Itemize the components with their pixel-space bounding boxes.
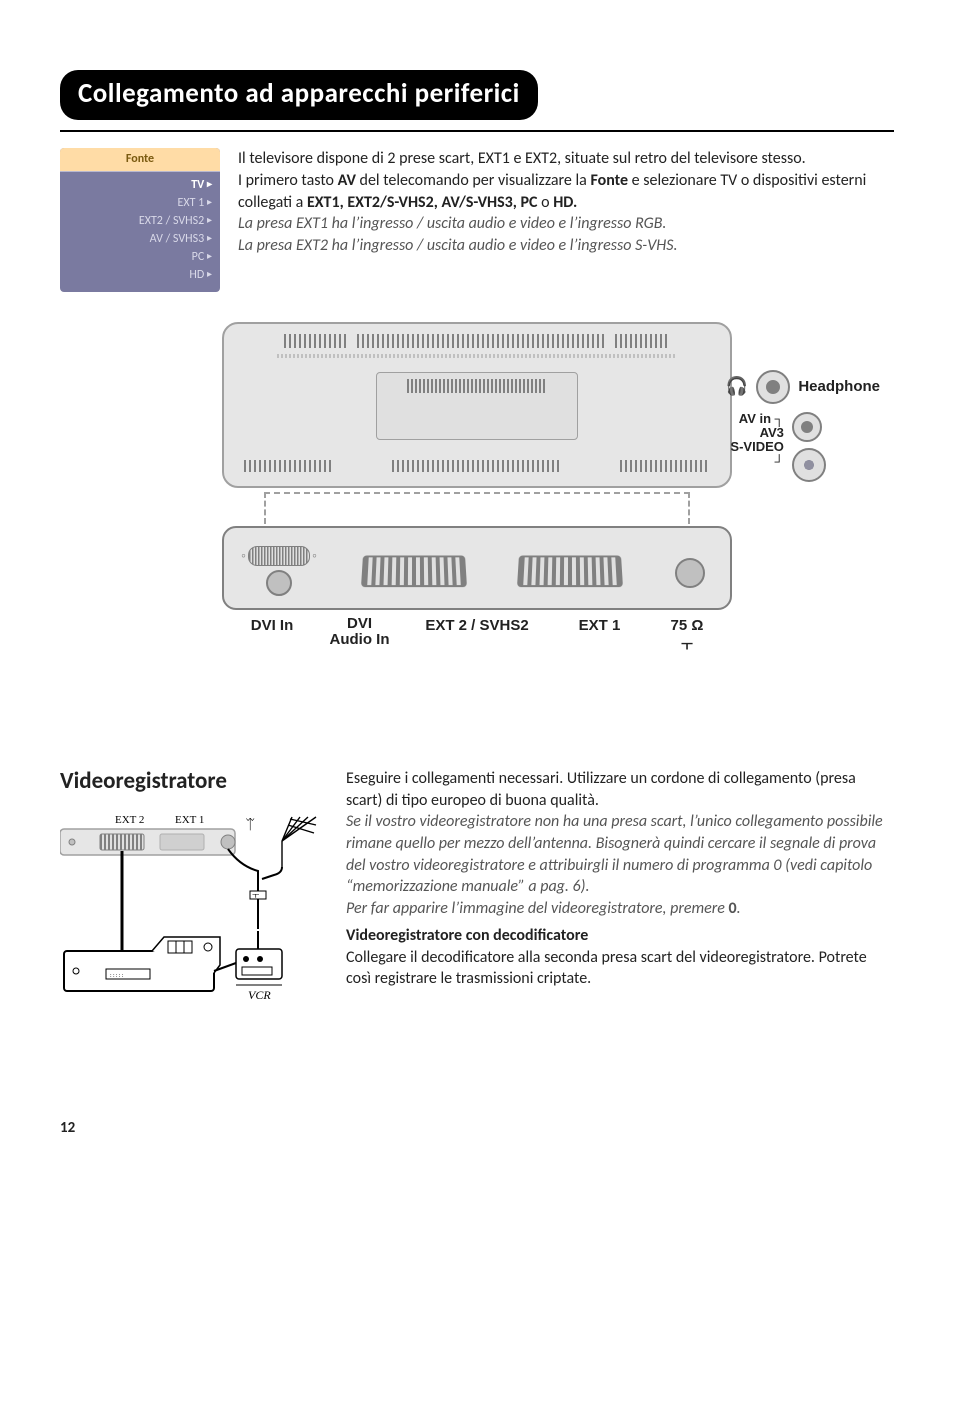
- av-in-jack[interactable]: [792, 412, 822, 442]
- source-item-hd[interactable]: HD ▸: [68, 266, 212, 284]
- vcr-diagram: EXT 2 EXT 1 ᛠ: [60, 811, 320, 1048]
- scart-ext1[interactable]: [517, 555, 623, 587]
- intro-italic-2: La presa EXT2 ha l’ingresso / uscita aud…: [238, 235, 894, 257]
- svg-ext2-label: EXT 2: [115, 814, 144, 826]
- antenna-label: 75 Ωㅜ: [662, 616, 712, 657]
- vcr-body-1: Eseguire i collegamenti necessari. Utili…: [346, 768, 894, 811]
- vcr-italic-2: Per far apparire l’immagine del videoreg…: [346, 898, 894, 920]
- vcr-body-2: Collegare il decodificatore alla seconda…: [346, 947, 894, 990]
- svg-ext1-label: EXT 1: [175, 814, 204, 826]
- page-title: Collegamento ad apparecchi periferici: [60, 70, 538, 120]
- intro-text: Il televisore dispone di 2 prese scart, …: [238, 148, 894, 256]
- dvi-audio-jack[interactable]: [266, 570, 292, 596]
- intro-italic-1: La presa EXT1 ha l’ingresso / uscita aud…: [238, 213, 894, 235]
- svideo-label: S-VIDEO ┘: [726, 440, 784, 469]
- source-item-ext2[interactable]: EXT2 / SVHS2 ▸: [68, 212, 212, 230]
- intro-p2: I primero tasto AV del telecomando per v…: [238, 170, 894, 213]
- headphone-icon: 🎧: [726, 374, 748, 398]
- source-item-av[interactable]: AV / SVHS3 ▸: [68, 230, 212, 248]
- philips-panel: [376, 372, 578, 440]
- connection-panel: [222, 526, 732, 610]
- vcr-subheading: Videoregistratore con decodificatore: [346, 925, 894, 947]
- dvi-in-label: DVI In: [242, 616, 302, 657]
- headphone-label: Headphone: [798, 377, 880, 397]
- source-item-pc[interactable]: PC ▸: [68, 248, 212, 266]
- headphone-jack[interactable]: [756, 370, 790, 404]
- ext1-label: EXT 1: [560, 616, 640, 657]
- svg-vcr-label: VCR: [248, 988, 271, 1002]
- vcr-italic-1: Se il vostro videoregistratore non ha un…: [346, 811, 894, 897]
- page-number: 12: [60, 1118, 894, 1138]
- svg-text:: : : : :: : : : : :: [110, 971, 124, 979]
- svideo-jack[interactable]: [792, 448, 826, 482]
- svg-text:ᛠ: ᛠ: [246, 816, 255, 832]
- dvi-audio-connector[interactable]: [248, 546, 310, 566]
- scart-ext2[interactable]: [361, 555, 467, 587]
- intro-p1: Il televisore dispone di 2 prese scart, …: [238, 148, 894, 170]
- av3-label: AV3: [726, 426, 784, 440]
- source-item-tv[interactable]: TV ▸: [68, 176, 212, 194]
- tv-rear-diagram: 🎧 Headphone AV in ┐ AV3 S-VIDEO ┘: [222, 322, 732, 657]
- vcr-heading: Videoregistratore: [60, 766, 320, 797]
- source-menu-title: Fonte: [60, 148, 220, 171]
- antenna-jack[interactable]: [675, 558, 705, 588]
- source-menu: Fonte TV ▸ EXT 1 ▸ EXT2 / SVHS2 ▸ AV / S…: [60, 148, 220, 291]
- dvi-audio-label: DVIAudio In: [325, 616, 395, 657]
- source-item-ext1[interactable]: EXT 1 ▸: [68, 194, 212, 212]
- ext2-label: EXT 2 / SVHS2: [417, 616, 537, 657]
- av-in-label: AV in ┐: [726, 412, 784, 426]
